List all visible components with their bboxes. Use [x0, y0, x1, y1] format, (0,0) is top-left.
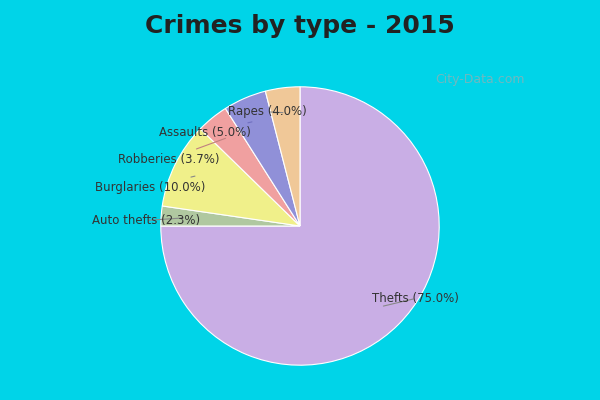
Text: Rapes (4.0%): Rapes (4.0%)	[228, 105, 307, 118]
Wedge shape	[161, 87, 439, 365]
Text: Assaults (5.0%): Assaults (5.0%)	[160, 122, 252, 139]
Text: Crimes by type - 2015: Crimes by type - 2015	[145, 14, 455, 38]
Text: Burglaries (10.0%): Burglaries (10.0%)	[95, 176, 205, 194]
Wedge shape	[265, 87, 300, 226]
Text: City-Data.com: City-Data.com	[435, 74, 525, 86]
Text: Robberies (3.7%): Robberies (3.7%)	[118, 138, 226, 166]
Wedge shape	[162, 129, 300, 226]
Wedge shape	[161, 206, 300, 226]
Wedge shape	[226, 91, 300, 226]
Wedge shape	[200, 108, 300, 226]
Text: Auto thefts (2.3%): Auto thefts (2.3%)	[92, 214, 200, 227]
Text: Thefts (75.0%): Thefts (75.0%)	[373, 292, 459, 306]
